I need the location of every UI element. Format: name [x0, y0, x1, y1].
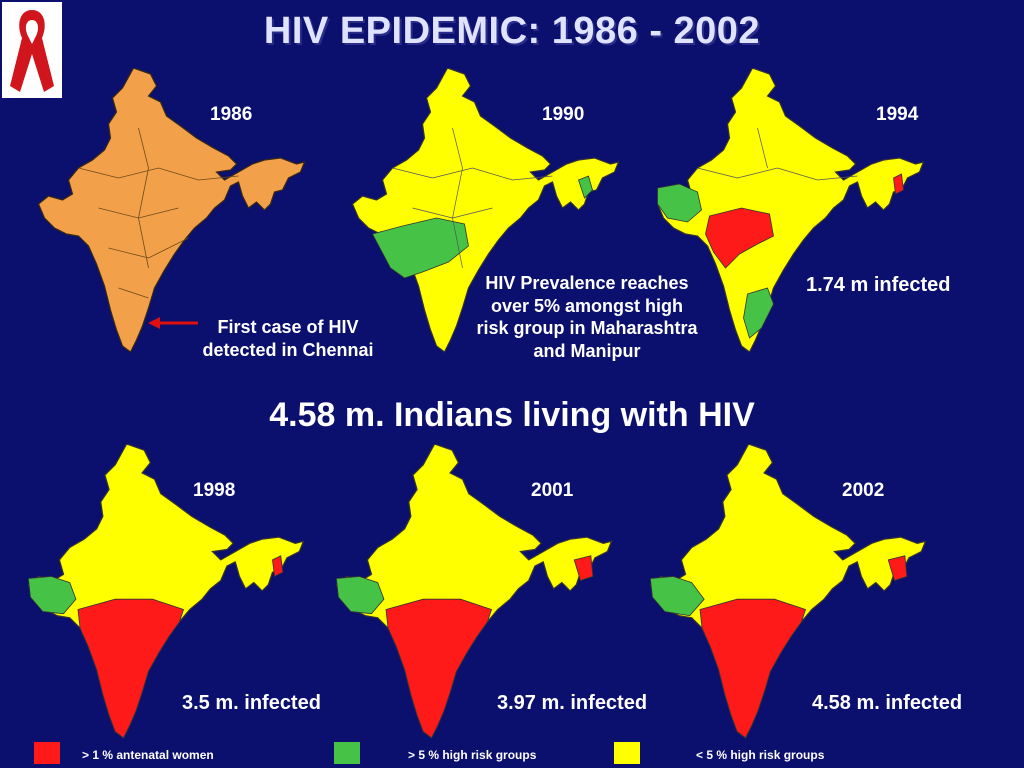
map-1994: [655, 67, 930, 363]
year-label-2001: 2001: [531, 480, 574, 501]
legend-label-antenatal: > 1 % antenatal women: [82, 748, 214, 762]
map-2002: [649, 443, 930, 749]
year-label-1986: 1986: [210, 104, 253, 125]
first-case-note: First case of HIV detected in Chennai: [202, 317, 374, 360]
year-label-1994: 1994: [876, 104, 919, 125]
year-label-1998: 1998: [193, 480, 236, 501]
subtitle: 4.58 m. Indians living with HIV: [269, 396, 755, 434]
map-1990: [350, 67, 625, 363]
legend-label-high-risk-over: > 5 % high risk groups: [408, 748, 537, 762]
aids-ribbon-logo: [2, 2, 62, 98]
infected-1998: 3.5 m. infected: [182, 692, 321, 714]
infected-1994: 1.74 m infected: [806, 274, 951, 296]
prevalence-note: HIV Prevalence reaches over 5% amongst h…: [476, 273, 698, 361]
map-1986: [36, 67, 311, 363]
infected-2001: 3.97 m. infected: [497, 692, 648, 714]
map-1998: [27, 443, 308, 749]
infected-2002: 4.58 m. infected: [812, 692, 963, 714]
map-2001: [335, 443, 616, 749]
year-label-1990: 1990: [542, 104, 585, 125]
year-label-2002: 2002: [842, 480, 885, 501]
legend-swatch-green: [334, 742, 360, 764]
legend-swatch-yellow: [614, 742, 640, 764]
legend-label-high-risk-under: < 5 % high risk groups: [696, 748, 825, 762]
arrow-icon: [148, 317, 198, 329]
legend-swatch-red: [34, 742, 60, 764]
page-title: HIV EPIDEMIC: 1986 - 2002: [263, 10, 761, 52]
